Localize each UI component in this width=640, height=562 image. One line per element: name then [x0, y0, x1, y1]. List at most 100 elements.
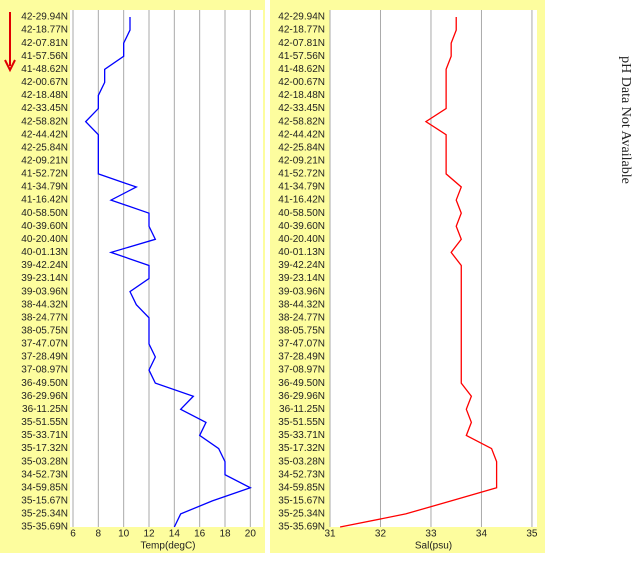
y-tick-label: 42-44.42N	[278, 129, 325, 140]
y-tick-label: 42-09.21N	[278, 155, 325, 166]
y-tick-label: 40-20.40N	[278, 234, 325, 245]
y-tick-label: 37-08.97N	[278, 365, 325, 376]
y-tick-label: 36-49.50N	[21, 378, 68, 389]
y-tick-label: 37-47.07N	[21, 339, 68, 350]
y-tick-label: 35-25.34N	[21, 509, 68, 520]
y-tick-label: 40-01.13N	[278, 247, 325, 258]
y-tick-label: 42-00.67N	[278, 77, 325, 88]
y-tick-label: 35-15.67N	[278, 495, 325, 506]
x-tick-label: 10	[118, 529, 130, 540]
y-tick-label: 38-24.77N	[278, 312, 325, 323]
y-tick-label: 42-29.94N	[21, 12, 68, 23]
y-tick-label: 41-16.42N	[21, 195, 68, 206]
y-tick-label: 34-52.73N	[21, 469, 68, 480]
x-tick-label: 8	[96, 529, 102, 540]
y-tick-label: 35-15.67N	[21, 495, 68, 506]
y-tick-label: 41-57.56N	[21, 51, 68, 62]
y-tick-label: 42-58.82N	[278, 116, 325, 127]
y-tick-label: 35-03.28N	[278, 456, 325, 467]
data-line	[84, 17, 252, 528]
y-tick-label: 41-52.72N	[21, 169, 68, 180]
y-tick-label: 37-47.07N	[278, 339, 325, 350]
y-tick-label: 35-25.34N	[278, 509, 325, 520]
y-tick-label: 39-03.96N	[278, 286, 325, 297]
y-tick-label: 41-16.42N	[278, 195, 325, 206]
y-tick-label: 37-28.49N	[21, 352, 68, 363]
y-tick-label: 42-18.77N	[21, 25, 68, 36]
y-tick-label: 40-39.60N	[278, 221, 325, 232]
y-tick-label: 38-05.75N	[21, 325, 68, 336]
y-tick-label: 34-59.85N	[21, 482, 68, 493]
x-tick-label: 12	[143, 529, 155, 540]
y-tick-label: 42-29.94N	[278, 12, 325, 23]
y-tick-label: 36-49.50N	[278, 378, 325, 389]
y-tick-label: 35-51.55N	[278, 417, 325, 428]
y-tick-label: 35-33.71N	[278, 430, 325, 441]
y-tick-label: 36-11.25N	[279, 404, 325, 415]
y-tick-label: 42-07.81N	[278, 38, 325, 49]
x-tick-label: 14	[169, 529, 181, 540]
y-tick-label: 35-51.55N	[21, 417, 68, 428]
y-tick-label: 40-01.13N	[21, 247, 68, 258]
y-tick-label: 42-18.77N	[278, 25, 325, 36]
y-tick-label: 42-58.82N	[21, 116, 68, 127]
y-tick-label: 34-59.85N	[278, 482, 325, 493]
y-tick-label: 36-11.25N	[22, 404, 68, 415]
y-tick-label: 36-29.96N	[21, 391, 68, 402]
y-tick-label: 40-58.50N	[21, 208, 68, 219]
y-tick-label: 41-57.56N	[278, 51, 325, 62]
y-tick-label: 40-20.40N	[21, 234, 68, 245]
y-tick-label: 41-52.72N	[278, 169, 325, 180]
y-tick-label: 38-05.75N	[278, 325, 325, 336]
y-tick-label: 39-42.24N	[278, 260, 325, 271]
y-tick-label: 39-23.14N	[278, 273, 325, 284]
y-tick-label: 40-58.50N	[278, 208, 325, 219]
y-tick-label: 35-35.69N	[21, 522, 68, 533]
x-tick-label: 35	[526, 529, 538, 540]
y-tick-label: 39-03.96N	[21, 286, 68, 297]
y-tick-label: 37-08.97N	[21, 365, 68, 376]
y-tick-label: 42-00.67N	[21, 77, 68, 88]
y-tick-label: 40-39.60N	[21, 221, 68, 232]
y-tick-label: 36-29.96N	[278, 391, 325, 402]
y-tick-label: 42-25.84N	[21, 142, 68, 153]
y-tick-label: 35-17.32N	[278, 443, 325, 454]
x-axis-label: Sal(psu)	[415, 541, 452, 552]
y-tick-label: 42-44.42N	[21, 129, 68, 140]
y-tick-label: 37-28.49N	[278, 352, 325, 363]
y-tick-label: 42-09.21N	[21, 155, 68, 166]
x-tick-label: 31	[324, 529, 336, 540]
y-tick-label: 39-42.24N	[21, 260, 68, 271]
y-tick-label: 35-17.32N	[21, 443, 68, 454]
y-tick-label: 42-33.45N	[21, 103, 68, 114]
y-tick-label: 34-52.73N	[278, 469, 325, 480]
x-tick-label: 6	[70, 529, 76, 540]
y-tick-label: 41-34.79N	[21, 182, 68, 193]
plot-area	[70, 10, 263, 527]
note: pH Data Not Available	[618, 56, 633, 184]
y-tick-label: 42-25.84N	[278, 142, 325, 153]
y-tick-label: 39-23.14N	[21, 273, 68, 284]
x-tick-label: 18	[219, 529, 231, 540]
y-tick-label: 42-18.48N	[21, 90, 68, 101]
y-tick-label: 35-35.69N	[278, 522, 325, 533]
data-line	[339, 17, 498, 528]
plot-area	[330, 10, 537, 527]
x-tick-label: 33	[425, 529, 437, 540]
x-axis-label: Temp(degC)	[140, 541, 195, 552]
y-tick-label: 41-34.79N	[278, 182, 325, 193]
y-tick-label: 42-07.81N	[21, 38, 68, 49]
y-tick-label: 38-44.32N	[278, 299, 325, 310]
y-tick-label: 42-18.48N	[278, 90, 325, 101]
arrow-head	[4, 59, 16, 73]
y-tick-label: 38-24.77N	[21, 312, 68, 323]
x-tick-label: 34	[476, 529, 488, 540]
x-tick-label: 16	[194, 529, 206, 540]
y-tick-label: 42-33.45N	[278, 103, 325, 114]
y-tick-label: 41-48.62N	[21, 64, 68, 75]
x-tick-label: 32	[375, 529, 387, 540]
x-tick-label: 20	[245, 529, 257, 540]
y-tick-label: 38-44.32N	[21, 299, 68, 310]
y-tick-label: 35-33.71N	[21, 430, 68, 441]
